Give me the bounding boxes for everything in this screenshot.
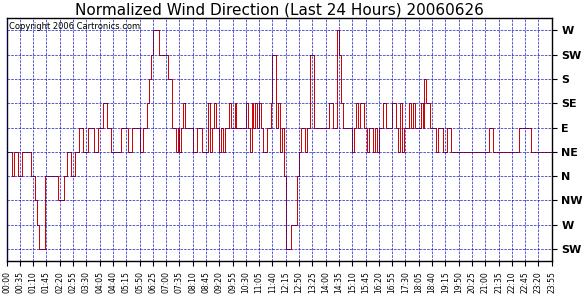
Title: Normalized Wind Direction (Last 24 Hours) 20060626: Normalized Wind Direction (Last 24 Hours… bbox=[75, 2, 484, 17]
Text: Copyright 2006 Cartronics.com: Copyright 2006 Cartronics.com bbox=[9, 22, 140, 31]
